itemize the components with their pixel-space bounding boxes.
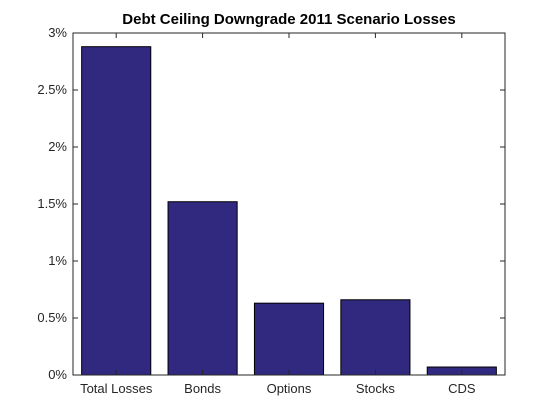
- chart-title: Debt Ceiling Downgrade 2011 Scenario Los…: [122, 11, 455, 28]
- y-tick-label: 0%: [48, 367, 67, 382]
- x-tick-label: Stocks: [356, 381, 396, 396]
- y-tick-label: 3%: [48, 25, 67, 40]
- x-tick-label: Total Losses: [80, 381, 153, 396]
- x-tick-label: CDS: [448, 381, 476, 396]
- y-tick-label: 0.5%: [37, 310, 67, 325]
- bar-bonds: [167, 201, 238, 376]
- plot-area: Total Losses Bonds Options Stocks CDS 0% 0.5% 1…: [37, 25, 506, 396]
- bar-stocks: [340, 299, 411, 376]
- x-tick-label: Options: [267, 381, 312, 396]
- y-tick-label: 1.5%: [37, 196, 67, 211]
- y-tick-label: 2.5%: [37, 82, 67, 97]
- y-tick-label: 2%: [48, 139, 67, 154]
- bar-options: [253, 302, 325, 376]
- bar-total-losses: [81, 46, 152, 376]
- x-tick-label: Bonds: [184, 381, 221, 396]
- y-tick-label: 1%: [48, 253, 67, 268]
- axes-frame: [72, 32, 506, 376]
